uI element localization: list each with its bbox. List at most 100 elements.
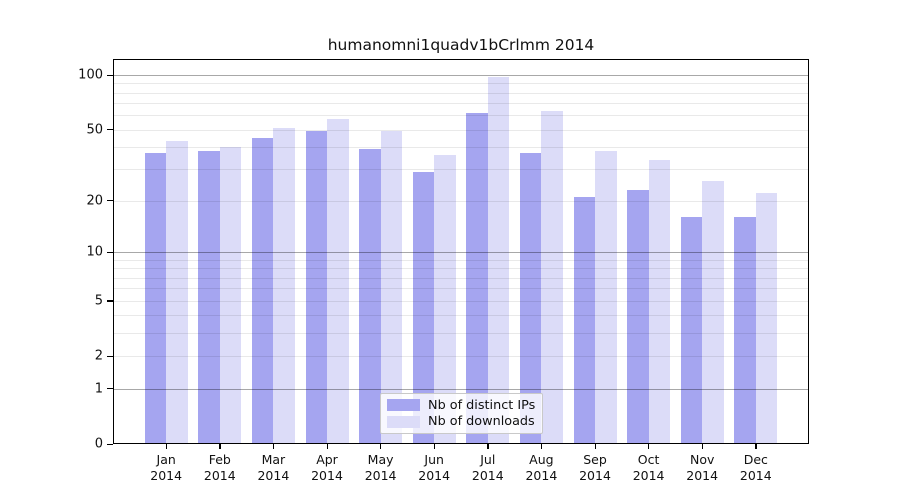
month-label: May	[367, 452, 394, 467]
x-tick-label-aug: Aug 2014	[509, 452, 573, 483]
gridline-major	[113, 252, 809, 254]
year-label: 2014	[150, 467, 183, 483]
bar-nb-of-distinct-ips-oct	[627, 189, 649, 444]
month-label: Aug	[529, 452, 554, 467]
bar-nb-of-distinct-ips-nov	[680, 217, 703, 444]
x-tick-mark	[594, 444, 596, 449]
y-tick-mark	[107, 355, 113, 357]
bar-nb-of-downloads-nov	[702, 180, 724, 444]
y-tick-mark	[107, 200, 113, 202]
legend-swatch-nb-of-distinct-ips	[387, 399, 420, 412]
bar-nb-of-distinct-ips-sep	[573, 196, 595, 444]
bar-nb-of-distinct-ips-may	[359, 149, 381, 444]
month-label: Jun	[424, 452, 444, 467]
bar-nb-of-downloads-mar	[273, 128, 295, 444]
y-tick-mark	[107, 300, 113, 302]
bar-nb-of-downloads-feb	[219, 147, 242, 444]
x-tick-mark	[540, 444, 543, 449]
month-label: Jan	[156, 452, 176, 467]
bar-nb-of-downloads-jul	[487, 77, 510, 444]
y-tick-label: 50	[86, 122, 103, 138]
gridline-minor	[113, 288, 809, 290]
year-label: 2014	[471, 467, 504, 483]
x-tick-label-jan: Jan 2014	[134, 452, 198, 483]
year-label: 2014	[364, 467, 397, 483]
gridline-minor	[113, 259, 809, 261]
x-tick-label-sep: Sep 2014	[563, 452, 627, 483]
bar-nb-of-distinct-ips-apr	[305, 131, 327, 444]
month-label: Apr	[316, 452, 338, 467]
bar-nb-of-downloads-sep	[595, 151, 617, 444]
year-label: 2014	[632, 467, 665, 483]
bar-nb-of-distinct-ips-jun	[412, 172, 435, 444]
x-tick-label-jul: Jul 2014	[456, 452, 520, 483]
y-tick-label: 100	[78, 67, 103, 83]
bar-nb-of-distinct-ips-mar	[251, 137, 274, 444]
bar-nb-of-downloads-dec	[755, 193, 778, 444]
gridline-major	[113, 388, 809, 390]
year-label: 2014	[257, 467, 290, 483]
gridline-minor	[113, 356, 809, 358]
x-tick-mark	[380, 444, 382, 449]
gridline-minor	[113, 300, 809, 302]
bar-nb-of-distinct-ips-feb	[198, 151, 220, 444]
bar-nb-of-downloads-oct	[648, 159, 671, 444]
month-label: Mar	[261, 452, 286, 467]
year-label: 2014	[579, 467, 611, 483]
x-tick-mark	[433, 444, 435, 449]
x-tick-mark	[701, 444, 703, 449]
x-tick-label-apr: Apr 2014	[295, 452, 359, 483]
gridline-minor	[113, 92, 809, 94]
year-label: 2014	[739, 467, 772, 483]
month-label: Jul	[480, 452, 496, 467]
x-tick-label-feb: Feb 2014	[188, 452, 252, 483]
x-tick-label-jun: Jun 2014	[402, 452, 466, 483]
gridline-minor	[113, 200, 809, 202]
bar-nb-of-distinct-ips-dec	[734, 217, 756, 444]
year-label: 2014	[525, 467, 558, 483]
y-tick-label: 1	[94, 381, 103, 397]
bar-nb-of-downloads-aug	[541, 111, 563, 444]
gridline-minor	[113, 129, 809, 131]
x-tick-mark	[326, 444, 328, 449]
gridline-minor	[113, 83, 809, 85]
bar-nb-of-downloads-apr	[327, 119, 349, 444]
y-tick-mark	[107, 251, 113, 254]
x-tick-mark	[272, 444, 275, 449]
gridline-major	[113, 75, 809, 76]
y-tick-label: 10	[86, 244, 103, 260]
bar-nb-of-downloads-may	[380, 131, 403, 444]
year-label: 2014	[311, 467, 343, 483]
month-label: Nov	[689, 452, 715, 467]
gridline-minor	[113, 169, 809, 171]
legend-label: Nb of downloads	[428, 414, 535, 430]
x-tick-mark	[165, 444, 167, 449]
month-label: Feb	[208, 452, 231, 467]
gridline-minor	[113, 147, 809, 149]
bar-nb-of-distinct-ips-jul	[466, 112, 488, 444]
y-tick-label: 0	[94, 436, 103, 452]
y-tick-label: 20	[86, 193, 103, 209]
x-tick-label-nov: Nov 2014	[670, 452, 734, 483]
legend-label: Nb of distinct IPs	[428, 397, 536, 413]
month-label: Dec	[743, 452, 768, 467]
legend: Nb of distinct IPs Nb of downloads	[380, 393, 543, 434]
legend-row-nb-of-downloads: Nb of downloads	[387, 414, 536, 429]
legend-swatch-nb-of-downloads	[387, 415, 420, 428]
x-tick-label-oct: Oct 2014	[617, 452, 681, 483]
gridline-minor	[113, 115, 809, 117]
x-tick-label-may: May 2014	[349, 452, 413, 483]
legend-row-nb-of-distinct-ips: Nb of distinct IPs	[387, 398, 536, 413]
y-tick-mark	[107, 129, 113, 131]
y-tick-mark	[107, 443, 113, 445]
month-label: Sep	[583, 452, 607, 467]
gridline-minor	[113, 103, 809, 105]
y-tick-mark	[107, 74, 113, 76]
bar-nb-of-downloads-jun	[434, 155, 456, 444]
x-tick-mark	[648, 444, 650, 449]
year-label: 2014	[203, 467, 236, 483]
gridline-minor	[113, 333, 809, 335]
y-tick-label: 5	[94, 293, 103, 309]
month-label: Oct	[637, 452, 660, 467]
